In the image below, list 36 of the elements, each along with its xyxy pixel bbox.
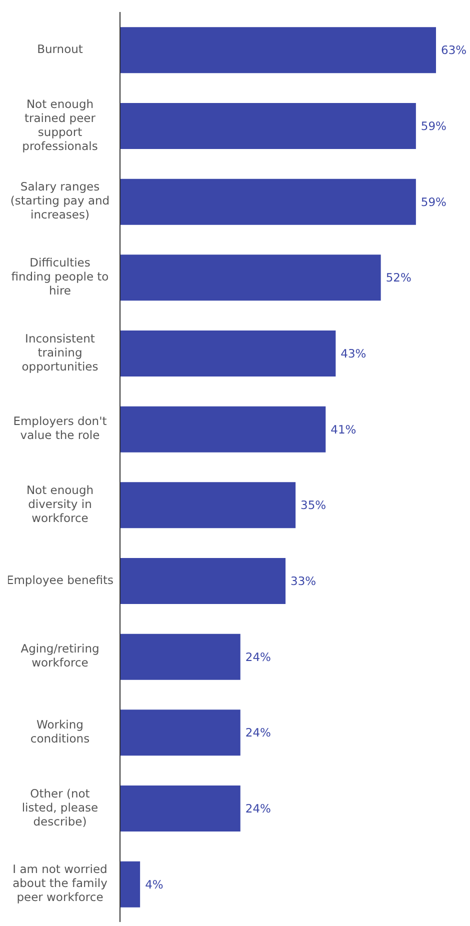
bar (120, 103, 416, 149)
bar (120, 27, 436, 74)
bar (120, 634, 240, 680)
data-label: 59% (420, 194, 447, 209)
y-tick-label: Other (not listed, please describe) (22, 786, 98, 828)
bar (120, 558, 286, 604)
bar (120, 330, 336, 376)
data-label: 33% (290, 574, 316, 588)
data-label: 24% (245, 802, 272, 816)
data-label: 24% (245, 650, 272, 664)
bar (120, 786, 240, 832)
y-tick-label: Working conditions (30, 718, 90, 746)
data-label: 41% (330, 422, 356, 436)
y-tick-label: Difficulties finding people to hire (11, 256, 109, 298)
data-label: 59% (420, 119, 447, 134)
y-tick-label: Burnout (37, 42, 84, 56)
data-label: 63% (441, 43, 467, 58)
y-tick-label: I am not worried about the family peer workforce (12, 862, 108, 904)
bar (120, 861, 140, 908)
y-tick-label: Inconsistent training opportunities (22, 331, 98, 374)
bar (120, 710, 240, 756)
y-tick-label: Employers don't value the role (13, 414, 108, 442)
bar (120, 406, 326, 452)
y-tick-label: Not enough trained peer support professionals (22, 96, 98, 153)
data-label: 4% (145, 877, 164, 892)
y-tick-label: Employee benefits (6, 572, 114, 587)
bar (120, 178, 416, 225)
y-tick-label: Salary ranges (starting pay and increases) (10, 180, 110, 222)
data-label: 43% (340, 346, 366, 361)
bar (120, 254, 381, 301)
bar (120, 482, 296, 528)
data-label: 35% (300, 498, 326, 512)
y-tick-label: Not enough diversity in workforce (26, 483, 94, 526)
data-label: 24% (245, 726, 272, 740)
y-tick-label: Aging/retiring workforce (20, 642, 100, 670)
data-label: 52% (386, 270, 412, 285)
